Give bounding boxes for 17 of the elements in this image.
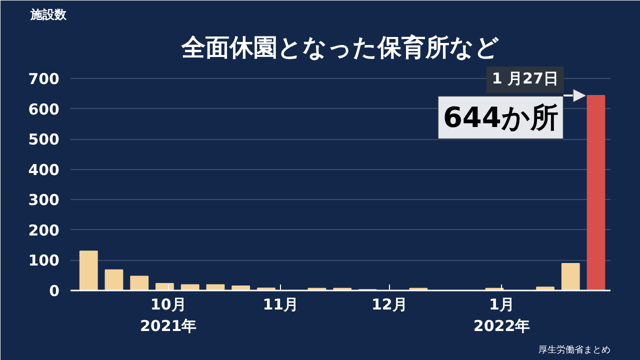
annotation: 644か所 — [442, 101, 558, 134]
x-tick-label: 1月 2022年 — [473, 296, 530, 336]
chart-title: 全面休園となった保育所など — [180, 34, 500, 62]
y-tick-label: 200 — [28, 221, 60, 240]
annotation: 1 月27日 — [492, 70, 558, 88]
x-tick-label: 12月 — [371, 296, 408, 314]
text: 厚生労働省まとめ — [538, 344, 610, 356]
x-tick-label: 10月 2021年 — [140, 296, 197, 336]
y-tick-label: 400 — [28, 160, 60, 179]
y-tick-label: 100 — [28, 252, 60, 270]
y-tick-label: 300 — [28, 191, 60, 210]
y-tick-label: 600 — [28, 100, 60, 118]
y-tick-label: 0 — [49, 282, 60, 300]
y-tick-label: 500 — [28, 130, 60, 149]
y-tick-label: 700 — [28, 70, 60, 88]
y-axis-title: 施設数 — [30, 8, 68, 22]
x-tick-label: 11月 — [262, 296, 299, 314]
